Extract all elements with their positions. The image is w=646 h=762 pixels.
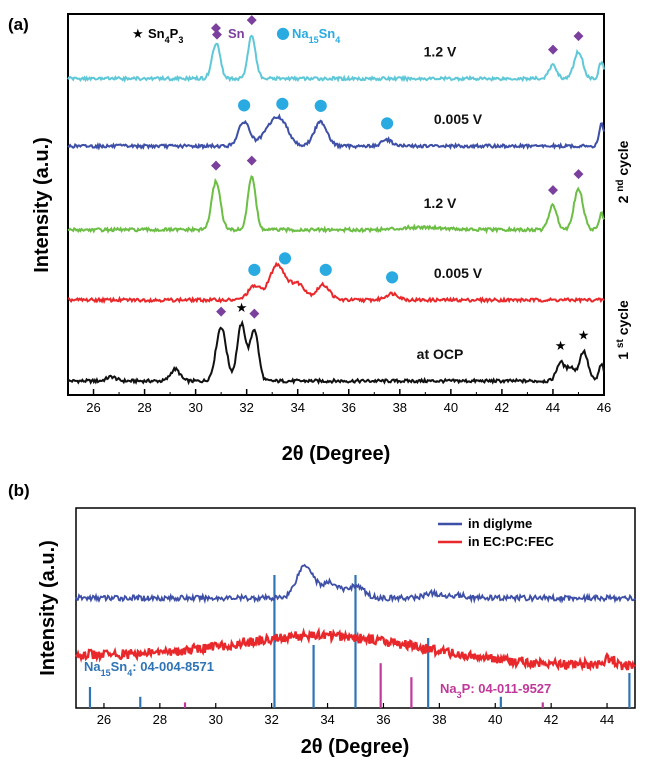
- peak-marker: ★: [555, 339, 567, 354]
- panel-b-label: (b): [8, 481, 30, 500]
- peak-marker: ●: [380, 113, 394, 132]
- legend-symbol: ●: [276, 23, 290, 42]
- x-tick-label: 38: [393, 400, 407, 415]
- x-tick-label: 44: [546, 400, 560, 415]
- series-label: 0.005 V: [434, 111, 483, 127]
- panel-b-series-group: [75, 563, 636, 672]
- peak-marker: ★: [578, 328, 590, 343]
- x-tick-label: 36: [376, 712, 390, 727]
- x-tick-label: 32: [264, 712, 278, 727]
- x-tick-label: 32: [239, 400, 253, 415]
- series-line-1: [68, 261, 605, 305]
- series-line-2: [67, 175, 605, 235]
- x-tick-label: 26: [86, 400, 100, 415]
- x-tick-label: 28: [137, 400, 151, 415]
- legend-symbol: ★: [132, 27, 144, 42]
- peak-marker: ◆: [247, 153, 257, 168]
- x-tick-label: 28: [153, 712, 167, 727]
- panel-a-frame: [67, 13, 605, 396]
- x-tick-label: 44: [600, 712, 614, 727]
- peak-marker: ●: [385, 267, 399, 286]
- series-label: 1.2 V: [424, 195, 457, 211]
- x-tick-label: 42: [544, 712, 558, 727]
- panel-b-x-axis-title: 2θ (Degree): [301, 736, 410, 758]
- cycle-label: 2 nd cycle: [615, 140, 632, 203]
- cycle-label: 1 st cycle: [615, 300, 632, 360]
- x-tick-label: 30: [209, 712, 223, 727]
- panel-a-series-group: ◆ ★ ◆★★at OCP●●● ● 0.005 V◆ ◆◆◆1.2 V● ● ●● 0.005…: [67, 12, 605, 386]
- peak-marker: ◆: [548, 42, 558, 57]
- series-line-0: [75, 563, 636, 604]
- peak-marker: ●: [237, 95, 251, 114]
- x-tick-label: 40: [444, 400, 458, 415]
- series-line-3: [67, 113, 605, 151]
- reference-a-label: Na15Sn4: 04-004-8571: [84, 659, 214, 678]
- peak-marker: ●: [247, 259, 261, 278]
- panel-a-y-axis-title: Intensity (a.u.): [31, 137, 53, 273]
- x-tick-label: 34: [290, 400, 304, 415]
- peak-marker: ◆: [573, 166, 583, 181]
- legend-label: Na15Sn4: [292, 26, 340, 45]
- series-label: 1.2 V: [424, 44, 457, 60]
- panel-a-legend: ★ Sn4P3 ◆ Sn ● Na15Sn4: [132, 23, 340, 45]
- legend-symbol: ◆: [212, 27, 222, 42]
- peak-marker: ●: [314, 95, 328, 114]
- panel-a-x-axis-title: 2θ (Degree): [282, 443, 391, 465]
- panel-b-x-ticks: 26 28 30 32 34 36 38 40 42 44: [97, 703, 614, 727]
- x-tick-label: 34: [320, 712, 334, 727]
- peak-marker: ★: [236, 301, 248, 316]
- legend-label: in EC:PC:FEC: [468, 534, 555, 549]
- x-tick-label: 46: [597, 400, 611, 415]
- peak-marker: ◆: [247, 12, 257, 27]
- panel-b-y-axis-title: Intensity (a.u.): [37, 540, 59, 676]
- peak-marker: ●: [319, 259, 333, 278]
- legend-label: Sn4P3: [148, 26, 183, 45]
- series-label: 0.005 V: [434, 265, 483, 281]
- peak-marker: ◆: [216, 304, 226, 319]
- legend-label: Sn: [228, 26, 245, 41]
- peak-marker: ◆: [548, 182, 558, 197]
- x-tick-label: 38: [432, 712, 446, 727]
- peak-marker: ●: [278, 248, 292, 267]
- x-tick-label: 30: [188, 400, 202, 415]
- x-tick-label: 36: [342, 400, 356, 415]
- panel-b-legend: in diglyme in EC:PC:FEC: [438, 516, 555, 549]
- panel-a-x-ticks: 26 28 30 32 34 36 38 40 42 44 46: [67, 389, 611, 415]
- series-line-0: [67, 319, 605, 386]
- peak-marker: ◆: [249, 306, 259, 321]
- x-tick-label: 26: [97, 712, 111, 727]
- peak-marker: ◆: [211, 158, 221, 173]
- series-line-4: [67, 34, 605, 83]
- panel-a-label: (a): [8, 15, 29, 34]
- panel-a-cycle-labels: 1 st cycle 2 nd cycle: [615, 140, 632, 359]
- panel-b-reference-lines: Na15Sn4: 04-004-8571 Na3P: 04-011-9527: [84, 575, 631, 708]
- peak-marker: ◆: [573, 29, 583, 44]
- x-tick-label: 42: [495, 400, 509, 415]
- series-label: at OCP: [417, 346, 464, 362]
- legend-label: in diglyme: [468, 516, 532, 531]
- reference-b-label: Na3P: 04-011-9527: [440, 681, 551, 700]
- peak-marker: ●: [275, 93, 289, 112]
- peak-marker: ◆: [211, 21, 221, 36]
- series-line-1: [75, 626, 636, 672]
- x-tick-label: 40: [488, 712, 502, 727]
